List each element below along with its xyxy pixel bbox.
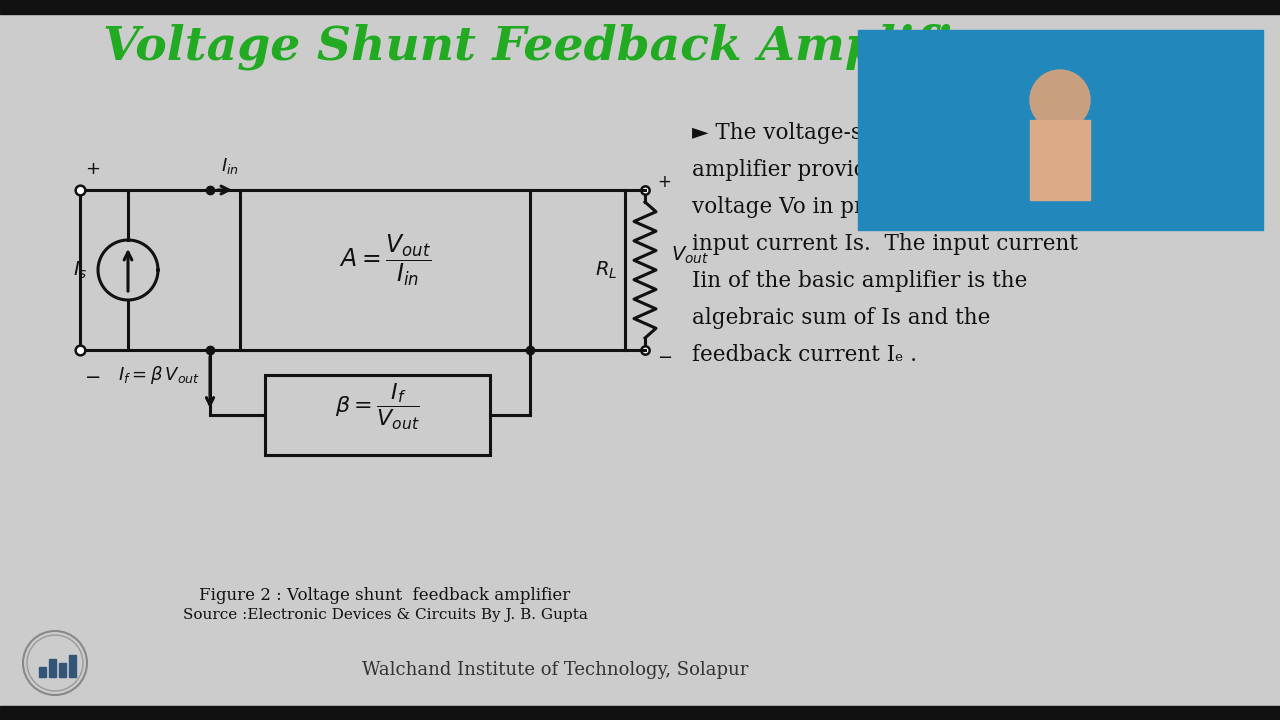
Text: $I_s$: $I_s$: [73, 259, 88, 281]
Text: Voltage Shunt Feedback Amplifier: Voltage Shunt Feedback Amplifier: [102, 24, 1007, 71]
Text: Source :Electronic Devices & Circuits By J. B. Gupta: Source :Electronic Devices & Circuits By…: [183, 608, 588, 622]
Bar: [38, 667, 46, 677]
Text: +: +: [84, 160, 100, 178]
Bar: [0, 0, 1280, 14]
Text: Walchand Institute of Technology, Solapur: Walchand Institute of Technology, Solapu…: [362, 661, 749, 679]
Text: $R_L$: $R_L$: [595, 259, 617, 281]
Text: −: −: [84, 368, 101, 387]
Bar: [69, 655, 76, 677]
Text: voltage Vo in proportion to the: voltage Vo in proportion to the: [692, 196, 1028, 218]
Text: $V_{out}$: $V_{out}$: [671, 244, 709, 266]
Text: input current Is.  The input current: input current Is. The input current: [692, 233, 1078, 255]
Bar: [241, 190, 530, 350]
Text: $I_{in}$: $I_{in}$: [221, 156, 239, 176]
Text: $A = \dfrac{V_{out}}{I_{in}}$: $A = \dfrac{V_{out}}{I_{in}}$: [339, 232, 431, 288]
Text: −: −: [657, 349, 672, 367]
Circle shape: [1030, 70, 1091, 130]
Bar: [49, 659, 56, 677]
Bar: [265, 375, 490, 455]
Text: $I_f = \beta\, V_{out}$: $I_f = \beta\, V_{out}$: [118, 364, 200, 385]
Text: ► The voltage-shunt feedback: ► The voltage-shunt feedback: [692, 122, 1019, 144]
Text: +: +: [657, 173, 671, 191]
Text: feedback current Iₑ .: feedback current Iₑ .: [692, 344, 916, 366]
Text: amplifier provides an output: amplifier provides an output: [692, 159, 1004, 181]
Bar: [59, 663, 67, 677]
Text: algebraic sum of Is and the: algebraic sum of Is and the: [692, 307, 991, 329]
Bar: [858, 30, 1263, 230]
Text: $\beta = \dfrac{I_f}{V_{out}}$: $\beta = \dfrac{I_f}{V_{out}}$: [335, 382, 420, 432]
Text: Figure 2 : Voltage shunt  feedback amplifier: Figure 2 : Voltage shunt feedback amplif…: [200, 587, 571, 603]
Bar: [1030, 120, 1091, 200]
Text: Iin of the basic amplifier is the: Iin of the basic amplifier is the: [692, 270, 1028, 292]
Bar: [0, 706, 1280, 720]
